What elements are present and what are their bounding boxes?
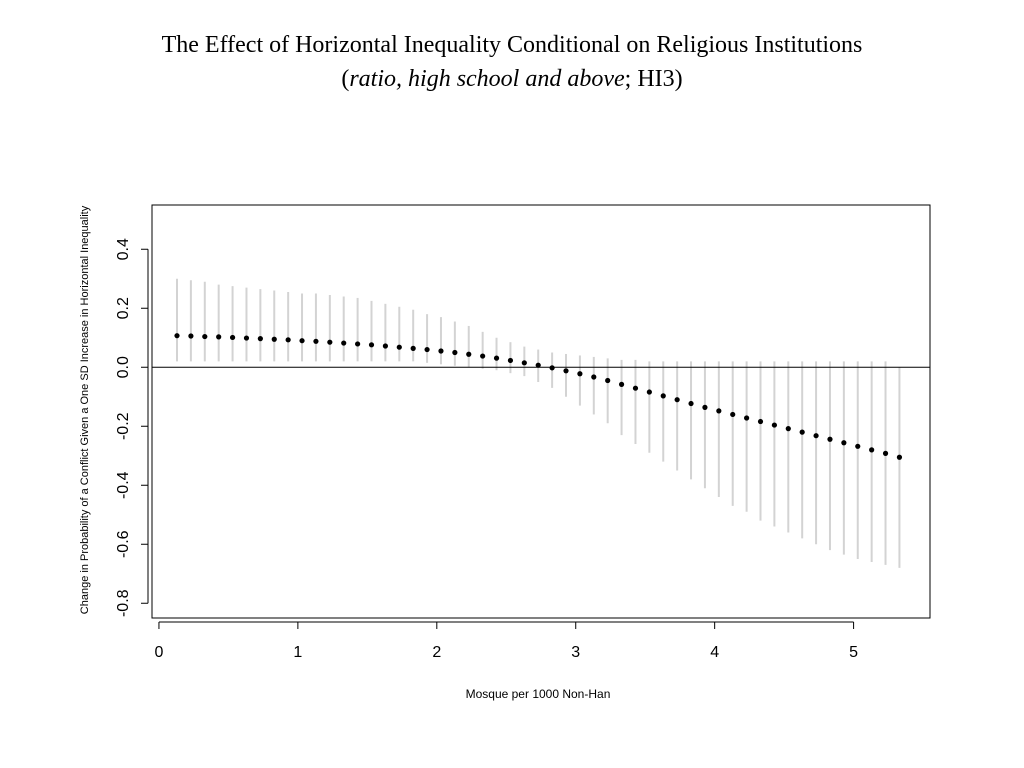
y-tick-label: 0.2 (115, 297, 132, 319)
y-tick-label: -0.6 (115, 530, 132, 558)
point-estimate (730, 411, 736, 418)
point-estimate (757, 418, 764, 425)
point-estimate (744, 415, 750, 421)
point-estimate (827, 436, 833, 442)
point-estimate (257, 336, 263, 342)
point-estimate (855, 443, 861, 449)
plot-frame (151, 204, 931, 619)
point-estimate (466, 351, 472, 357)
point-estimate (674, 397, 680, 403)
x-axis: 0 1 2 3 4 5 (154, 621, 858, 661)
y-tick-label: -0.8 (115, 589, 132, 617)
point-estimate (841, 440, 847, 446)
point-estimate (605, 377, 611, 384)
point-estimate (521, 360, 527, 366)
y-axis: -0.8 -0.6 -0.4 -0.2 0.0 0.2 0.4 (115, 238, 149, 617)
point-estimate (799, 429, 805, 435)
y-axis-label: Change in Probability of a Conflict Give… (79, 205, 91, 614)
point-estimate (577, 371, 583, 377)
point-estimate (424, 346, 430, 353)
point-estimate (688, 400, 694, 407)
point-estimate (341, 340, 347, 346)
x-axis-label: Mosque per 1000 Non-Han (466, 687, 611, 701)
point-estimate (313, 338, 319, 344)
title-line-1: The Effect of Horizontal Inequality Cond… (161, 32, 863, 58)
x-tick-label: 4 (710, 644, 719, 661)
point-estimate (382, 343, 388, 349)
point-estimate (549, 365, 555, 371)
x-tick-label: 0 (154, 644, 163, 661)
point-estimate (299, 338, 305, 344)
point-estimate (410, 345, 416, 351)
point-estimate (243, 335, 250, 341)
point-estimate (771, 422, 778, 428)
chart-title: The Effect of Horizontal Inequality Cond… (0, 28, 1024, 96)
point-estimate (229, 334, 236, 341)
point-estimate (618, 381, 625, 387)
title-italic-part: ratio, high school and above (349, 66, 625, 92)
point-estimate-layer (174, 333, 903, 460)
point-estimate (327, 339, 333, 345)
point-estimate (869, 447, 875, 453)
point-estimate (716, 408, 722, 414)
point-estimate (188, 333, 194, 339)
point-estimate (493, 355, 500, 361)
point-estimate (632, 385, 639, 391)
point-estimate (813, 433, 819, 439)
point-estimate (785, 426, 791, 432)
point-estimate (660, 393, 666, 399)
point-estimate (271, 336, 277, 342)
point-estimate (646, 389, 652, 395)
title-line-2: (ratio, high school and above; HI3) (0, 62, 1024, 96)
title-paren-open: ( (341, 66, 350, 92)
point-estimate (368, 342, 375, 348)
x-tick-label: 1 (293, 644, 302, 661)
point-estimate (355, 341, 361, 347)
point-estimate (702, 404, 708, 410)
title-rest: ; HI3) (624, 66, 683, 92)
point-estimate (896, 454, 903, 460)
x-tick-label: 2 (432, 644, 441, 661)
y-tick-label: -0.4 (115, 471, 132, 499)
confidence-interval-layer (176, 278, 901, 568)
point-estimate (174, 333, 180, 339)
y-tick-label: -0.2 (115, 412, 132, 440)
point-estimate (452, 349, 458, 356)
point-estimate (480, 353, 486, 359)
point-estimate (438, 348, 444, 354)
y-tick-label: 0.0 (115, 356, 132, 378)
point-estimate (396, 344, 402, 350)
point-estimate (563, 368, 569, 374)
point-estimate (285, 337, 291, 343)
x-tick-label: 3 (571, 644, 580, 661)
point-estimate (507, 357, 514, 364)
point-estimate (535, 362, 541, 368)
x-tick-label: 5 (849, 644, 858, 661)
point-estimate (591, 374, 597, 380)
point-estimate (202, 333, 208, 340)
point-estimate (216, 334, 222, 340)
point-estimate (882, 450, 889, 456)
y-tick-label: 0.4 (115, 238, 132, 260)
